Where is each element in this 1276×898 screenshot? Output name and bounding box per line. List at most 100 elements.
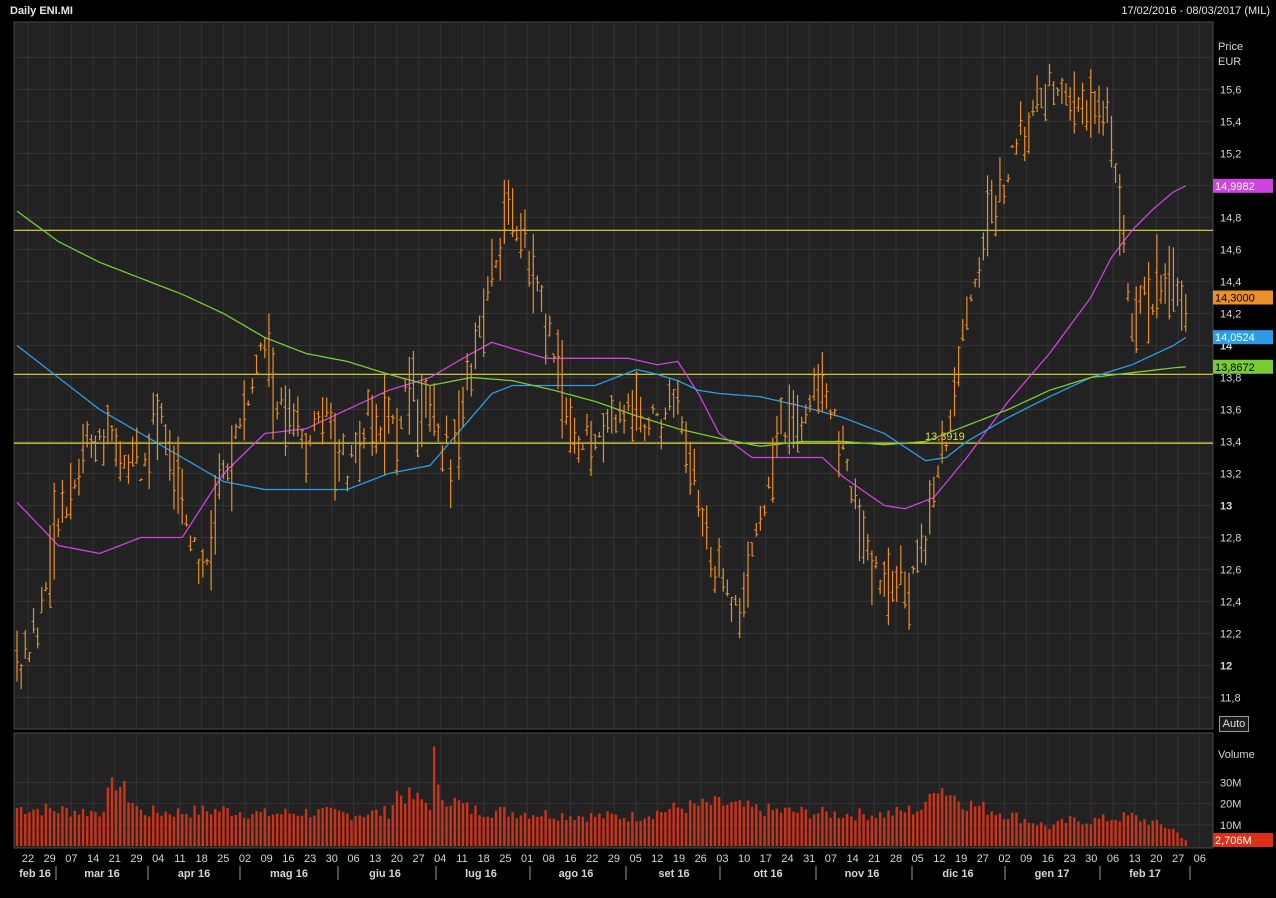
volume-bar bbox=[606, 811, 609, 846]
volume-bar bbox=[1068, 816, 1072, 846]
volume-bar bbox=[309, 817, 312, 846]
volume-bar bbox=[420, 799, 423, 846]
volume-bar bbox=[271, 814, 275, 846]
volume-bar bbox=[1011, 812, 1014, 846]
volume-bar bbox=[102, 811, 105, 846]
month-label: feb 16 bbox=[19, 868, 51, 880]
volume-bar bbox=[152, 805, 155, 846]
volume-bar bbox=[660, 812, 663, 846]
price-tick-label: 14,6 bbox=[1220, 245, 1241, 257]
volume-bar bbox=[284, 808, 287, 846]
volume-bar bbox=[800, 806, 803, 846]
price-tick-label: 12,4 bbox=[1220, 597, 1241, 609]
volume-bar bbox=[635, 821, 638, 846]
day-tick-label: 27 bbox=[977, 853, 989, 865]
volume-bar bbox=[1048, 828, 1051, 846]
volume-bar bbox=[515, 818, 518, 846]
time-axis: 22 29 07 14 21 29 04 11 18 25 02 09 16 23 30 06 13 20 27 04… bbox=[19, 853, 1206, 880]
volume-tick-label: 10M bbox=[1220, 820, 1241, 832]
day-tick-label: 14 bbox=[846, 853, 858, 865]
volume-bar bbox=[234, 815, 238, 846]
volume-bar bbox=[156, 812, 159, 846]
volume-bar bbox=[788, 807, 791, 846]
volume-bar bbox=[672, 802, 675, 846]
volume-bar bbox=[1126, 815, 1130, 846]
volume-bar bbox=[519, 815, 523, 846]
volume-bar bbox=[404, 803, 407, 846]
day-tick-label: 13 bbox=[369, 853, 381, 865]
volume-bar bbox=[259, 811, 262, 846]
volume-bar bbox=[1118, 821, 1121, 846]
volume-bar bbox=[907, 805, 911, 846]
volume-bar bbox=[490, 817, 494, 846]
volume-bar bbox=[833, 811, 836, 846]
volume-bar bbox=[912, 814, 915, 846]
volume-bar bbox=[98, 816, 101, 846]
day-tick-label: 23 bbox=[304, 853, 316, 865]
volume-bar bbox=[40, 815, 43, 846]
volume-bar bbox=[742, 806, 746, 846]
volume-bar bbox=[973, 806, 977, 846]
volume-bars bbox=[15, 746, 1187, 846]
volume-bar bbox=[176, 808, 180, 846]
month-label: ott 16 bbox=[753, 868, 782, 880]
volume-bar bbox=[722, 805, 725, 846]
green-ma-badge-bg bbox=[1213, 359, 1273, 374]
price-tick-label: 15,4 bbox=[1220, 117, 1241, 129]
volume-bar bbox=[24, 814, 27, 846]
volume-bar bbox=[296, 815, 300, 846]
day-tick-label: 12 bbox=[651, 853, 663, 865]
volume-bar bbox=[181, 814, 184, 846]
value-badges: 14,9982 14,3000 14,0524 13,8672 2,706M bbox=[1213, 178, 1273, 847]
hline-label: 13,3919 bbox=[925, 431, 965, 443]
volume-bar bbox=[713, 796, 717, 846]
volume-bar bbox=[936, 793, 940, 846]
volume-bar bbox=[445, 806, 448, 846]
volume-bar bbox=[412, 799, 415, 846]
volume-bar bbox=[48, 808, 52, 846]
volume-bar bbox=[321, 808, 324, 846]
volume-bar bbox=[1064, 822, 1068, 846]
day-tick-label: 05 bbox=[912, 853, 924, 865]
volume-bar bbox=[817, 813, 820, 846]
day-tick-label: 12 bbox=[933, 853, 945, 865]
volume-bar bbox=[891, 815, 894, 846]
volume-bar bbox=[655, 810, 659, 846]
volume-bar bbox=[1147, 825, 1150, 846]
volume-bar bbox=[953, 795, 956, 846]
volume-bar bbox=[222, 806, 225, 846]
day-tick-label: 19 bbox=[673, 853, 685, 865]
volume-bar bbox=[503, 806, 506, 846]
magenta-ma-badge-bg bbox=[1213, 178, 1273, 193]
volume-bar bbox=[193, 805, 196, 846]
volume-bar bbox=[705, 801, 708, 846]
volume-bar bbox=[408, 787, 411, 846]
volume-bar bbox=[945, 795, 948, 846]
volume-bar bbox=[924, 801, 927, 846]
volume-bar bbox=[432, 746, 436, 846]
volume-bar bbox=[457, 800, 461, 846]
volume-bar bbox=[804, 809, 808, 846]
volume-bar bbox=[205, 811, 209, 846]
auto-scale-button[interactable]: Auto bbox=[1219, 716, 1249, 732]
volume-bar bbox=[949, 795, 952, 846]
volume-bar bbox=[465, 802, 469, 846]
volume-bar bbox=[1035, 825, 1039, 846]
day-tick-label: 16 bbox=[282, 853, 294, 865]
volume-bar bbox=[759, 810, 762, 846]
volume-bar bbox=[52, 811, 56, 846]
volume-bar bbox=[131, 802, 134, 846]
month-label: nov 16 bbox=[845, 868, 880, 880]
month-label: gen 17 bbox=[1035, 868, 1070, 880]
volume-bar bbox=[709, 805, 713, 846]
volume-bar bbox=[391, 804, 395, 846]
volume-bar bbox=[77, 814, 81, 846]
green-ma-badge: 13,8672 bbox=[1215, 362, 1255, 374]
day-tick-label: 28 bbox=[890, 853, 902, 865]
volume-bar bbox=[734, 801, 737, 846]
grid-lines bbox=[14, 22, 1213, 848]
volume-bar bbox=[978, 805, 981, 846]
day-tick-label: 07 bbox=[825, 853, 837, 865]
price-tick-label: 13,8 bbox=[1220, 373, 1241, 385]
